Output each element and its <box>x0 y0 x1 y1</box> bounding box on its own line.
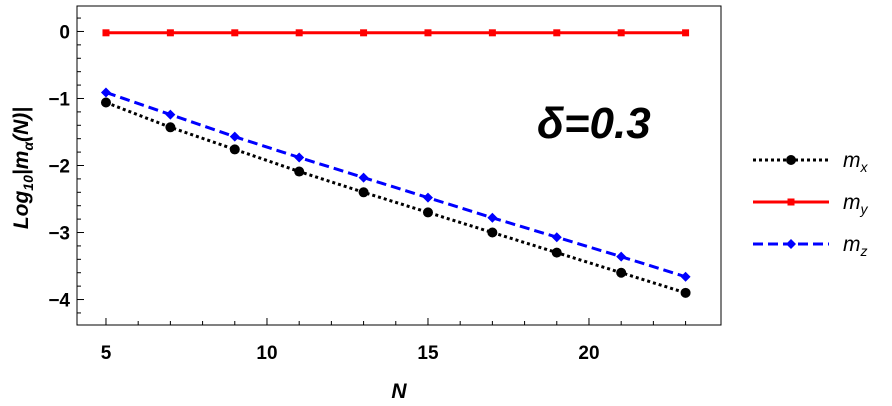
legend-entry-my: my <box>753 191 869 217</box>
data-point-my <box>488 29 496 37</box>
x-tick-label: 10 <box>256 343 277 364</box>
y-axis: 0 −1 −2 −3 −4 <box>48 17 84 314</box>
y-axis-title-sub: 10 <box>20 175 36 191</box>
series-line-mz <box>105 91 687 279</box>
series-mz <box>100 87 691 282</box>
y-axis-title-log: Log <box>10 191 33 230</box>
y-tick-label: −3 <box>48 224 70 245</box>
legend-entry-mz: mz <box>753 233 868 259</box>
data-point-mx <box>294 166 305 177</box>
y-tick-label: −1 <box>48 89 70 110</box>
y-tick-label: 0 <box>59 22 70 43</box>
y-axis-title-tail: (N)| <box>10 107 33 142</box>
data-point-my <box>424 29 432 37</box>
y-tick-label: −2 <box>48 157 70 178</box>
legend-label: mz <box>843 233 868 259</box>
data-point-mx <box>358 187 369 198</box>
data-point-my <box>617 29 625 37</box>
legend-entry-mx: mx <box>753 149 869 175</box>
data-point-mx <box>680 287 691 298</box>
data-point-mx <box>165 122 176 133</box>
y-axis-title-m: |m <box>10 151 33 176</box>
data-point-my <box>231 29 239 37</box>
legend-marker <box>787 198 795 206</box>
data-point-mx <box>229 144 240 155</box>
x-tick-label: 5 <box>101 343 112 364</box>
plot-frame <box>76 5 722 326</box>
data-point-my <box>295 29 303 37</box>
data-point-mz <box>358 172 369 183</box>
series-layer <box>100 29 691 298</box>
data-point-mz <box>422 192 433 203</box>
data-point-mz <box>487 212 498 223</box>
series-mx <box>100 97 691 298</box>
legend: mx my mz <box>753 149 869 259</box>
x-axis: 5 10 15 20 <box>101 318 687 364</box>
data-point-mz <box>680 271 691 282</box>
series-line-mx <box>105 101 687 295</box>
data-point-my <box>553 29 561 37</box>
data-point-mx <box>487 227 498 238</box>
legend-marker <box>786 239 796 249</box>
x-tick-label: 15 <box>417 343 439 364</box>
data-point-my <box>166 29 174 37</box>
legend-label: my <box>843 191 869 217</box>
data-point-mx <box>422 207 433 218</box>
data-point-my <box>682 29 690 37</box>
x-axis-title: N <box>391 380 407 403</box>
data-point-my <box>360 29 368 37</box>
y-tick-label: −4 <box>48 291 70 312</box>
data-point-mz <box>229 131 240 142</box>
y-axis-title: Log10|mα(N)| <box>10 107 36 229</box>
x-tick-label: 20 <box>578 343 599 364</box>
data-point-mx <box>551 247 562 258</box>
data-point-mz <box>294 152 305 163</box>
legend-label: mx <box>843 149 869 175</box>
data-point-my <box>102 29 110 37</box>
data-point-mz <box>616 251 627 262</box>
data-point-mz <box>551 232 562 243</box>
annotation-delta: δ=0.3 <box>537 99 651 148</box>
data-point-mx <box>100 97 111 108</box>
data-point-mx <box>616 267 627 278</box>
legend-marker <box>786 155 796 165</box>
data-point-mz <box>100 87 111 98</box>
data-point-mz <box>165 109 176 120</box>
series-my <box>102 29 690 37</box>
y-axis-title-alpha: α <box>20 141 36 151</box>
